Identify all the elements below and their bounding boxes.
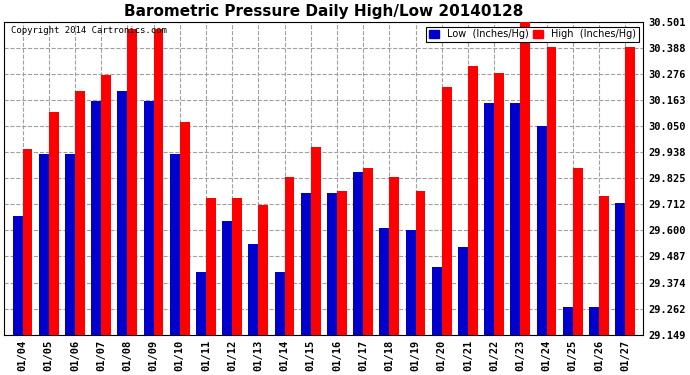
Bar — [380, 228, 389, 335]
Bar — [494, 73, 504, 335]
Bar — [170, 154, 179, 335]
Title: Barometric Pressure Daily High/Low 20140128: Barometric Pressure Daily High/Low 20140… — [124, 4, 524, 19]
Bar — [275, 272, 284, 335]
Bar — [144, 100, 153, 335]
Bar — [599, 196, 609, 335]
Bar — [337, 191, 347, 335]
Bar — [327, 193, 337, 335]
Bar — [415, 191, 426, 335]
Bar — [615, 202, 625, 335]
Bar — [432, 267, 442, 335]
Bar — [101, 75, 111, 335]
Bar — [310, 147, 321, 335]
Bar — [468, 66, 478, 335]
Bar — [442, 87, 452, 335]
Bar — [353, 172, 363, 335]
Bar — [179, 122, 190, 335]
Bar — [258, 205, 268, 335]
Bar — [128, 29, 137, 335]
Bar — [248, 244, 258, 335]
Text: Copyright 2014 Cartronics.com: Copyright 2014 Cartronics.com — [10, 26, 166, 35]
Bar — [301, 193, 310, 335]
Bar — [49, 112, 59, 335]
Bar — [12, 216, 23, 335]
Bar — [222, 221, 232, 335]
Bar — [458, 246, 468, 335]
Bar — [65, 154, 75, 335]
Bar — [573, 168, 582, 335]
Bar — [39, 154, 49, 335]
Bar — [520, 22, 531, 335]
Legend: Low  (Inches/Hg), High  (Inches/Hg): Low (Inches/Hg), High (Inches/Hg) — [426, 27, 639, 42]
Bar — [511, 103, 520, 335]
Bar — [484, 103, 494, 335]
Bar — [196, 272, 206, 335]
Bar — [117, 92, 128, 335]
Bar — [589, 307, 599, 335]
Bar — [389, 177, 400, 335]
Bar — [284, 177, 295, 335]
Bar — [546, 47, 556, 335]
Bar — [91, 100, 101, 335]
Bar — [75, 92, 85, 335]
Bar — [563, 307, 573, 335]
Bar — [406, 230, 415, 335]
Bar — [537, 126, 546, 335]
Bar — [153, 29, 164, 335]
Bar — [363, 168, 373, 335]
Bar — [206, 198, 216, 335]
Bar — [232, 198, 242, 335]
Bar — [23, 149, 32, 335]
Bar — [625, 47, 635, 335]
